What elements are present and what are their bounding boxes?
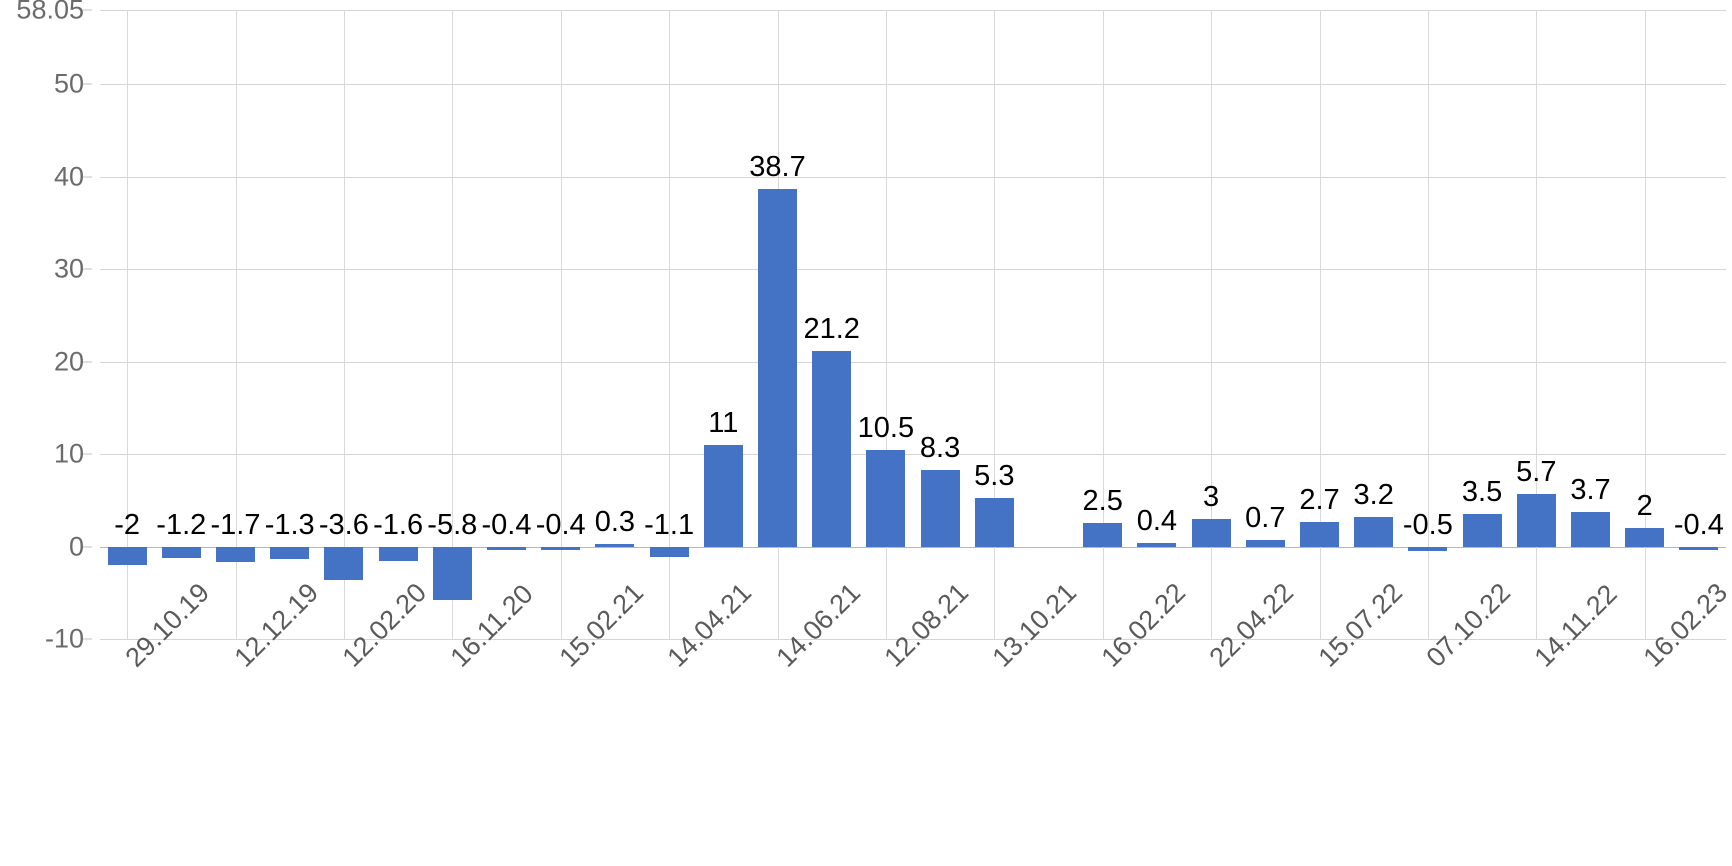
bar-value-label: 0.4 <box>1136 504 1178 537</box>
bar[interactable] <box>215 546 255 563</box>
gridline-horizontal <box>100 269 1726 271</box>
bar[interactable] <box>1462 514 1502 547</box>
gridline-vertical <box>560 10 562 639</box>
gridline-vertical <box>235 10 237 639</box>
bar[interactable] <box>378 546 418 562</box>
bar[interactable] <box>270 546 310 559</box>
gridline-horizontal <box>100 639 1726 640</box>
bar[interactable] <box>1299 521 1339 547</box>
bar-value-label: 2.5 <box>1082 485 1123 518</box>
bar[interactable] <box>812 350 852 547</box>
bar-value-label: -0.4 <box>481 508 532 541</box>
bar-value-label: 10.5 <box>857 411 915 444</box>
y-axis-tick-label: 0 <box>68 531 84 562</box>
y-axis-tick-mark <box>83 9 92 11</box>
gridline-horizontal <box>100 10 1726 11</box>
bar[interactable] <box>1245 540 1285 547</box>
bar[interactable] <box>1408 546 1448 552</box>
y-axis-tick-label: 50 <box>53 68 84 99</box>
bar-value-label: -0.5 <box>1402 508 1453 541</box>
bar-value-label: -1.2 <box>156 508 207 541</box>
bar[interactable] <box>757 188 797 547</box>
bar-value-label: -0.4 <box>535 508 586 541</box>
bar-value-label: 8.3 <box>919 431 961 464</box>
gridline-vertical <box>885 10 887 639</box>
y-axis-tick-label: -10 <box>44 623 84 654</box>
bar[interactable] <box>920 469 960 547</box>
bar[interactable] <box>595 543 635 547</box>
bar[interactable] <box>974 497 1014 547</box>
gridline-vertical <box>343 10 345 639</box>
gridline-vertical <box>994 10 996 639</box>
bar[interactable] <box>1516 493 1556 547</box>
y-axis-tick-mark <box>83 361 92 363</box>
bar[interactable] <box>432 546 472 601</box>
gridline-vertical <box>1536 10 1538 639</box>
bar[interactable] <box>107 546 147 566</box>
bar-value-label: 5.7 <box>1516 455 1557 488</box>
bar-value-label: 3 <box>1203 480 1220 513</box>
gridline-vertical <box>127 10 129 639</box>
y-axis-tick-label: 10 <box>53 438 84 469</box>
gridline-horizontal <box>100 176 1726 178</box>
gridline-horizontal <box>100 454 1726 456</box>
bar-value-label: -0.4 <box>1673 508 1724 541</box>
bar[interactable] <box>866 449 906 547</box>
bar[interactable] <box>703 444 743 547</box>
y-axis-tick-mark <box>83 638 92 640</box>
bar[interactable] <box>1570 512 1610 547</box>
bar-value-label: -2 <box>114 508 140 541</box>
gridline-horizontal <box>100 361 1726 363</box>
bar-value-label: 3.5 <box>1461 476 1503 509</box>
bar-value-label: 11 <box>708 406 739 439</box>
bar-value-label: 5.3 <box>974 459 1015 492</box>
gridline-vertical <box>669 10 671 639</box>
y-axis-tick-mark <box>83 83 92 85</box>
gridline-vertical <box>1644 10 1646 639</box>
bar[interactable] <box>541 546 581 551</box>
gridline-vertical <box>1427 10 1429 639</box>
bar-value-label: -3.6 <box>318 508 369 541</box>
bar-value-label: -1.7 <box>210 508 261 541</box>
bar-value-label: -1.6 <box>373 508 424 541</box>
y-axis-tick-mark <box>83 546 92 548</box>
y-axis-tick-mark <box>83 453 92 455</box>
gridline-horizontal <box>100 84 1726 86</box>
gridline-horizontal <box>100 546 1726 548</box>
gridline-vertical <box>452 10 454 639</box>
bar[interactable] <box>649 546 689 557</box>
bar[interactable] <box>324 546 364 580</box>
bar[interactable] <box>486 546 526 551</box>
bar-value-label: 0.7 <box>1245 502 1286 535</box>
bar-value-label: -1.1 <box>644 508 695 541</box>
y-axis-tick-mark <box>83 176 92 178</box>
bar[interactable] <box>1137 542 1177 547</box>
gridline-vertical <box>1102 10 1104 639</box>
gridline-vertical <box>1319 10 1321 639</box>
y-axis-tick-label: 58.05 <box>16 0 84 25</box>
bar[interactable] <box>1191 518 1231 547</box>
bar-value-label: -1.3 <box>264 508 315 541</box>
bar-value-label: 3.2 <box>1353 478 1394 511</box>
bar-value-label: 3.7 <box>1570 474 1611 507</box>
y-axis-tick-label: 40 <box>53 161 84 192</box>
bar[interactable] <box>1083 523 1123 547</box>
bar-value-label: 38.7 <box>749 150 806 183</box>
bar-value-label: 2 <box>1636 490 1653 523</box>
y-axis-tick-label: 20 <box>53 346 84 377</box>
y-axis-tick-mark <box>83 268 92 270</box>
plot-area: -2 -1.2 -1.7 -1.3 -3.6 -1.6 -5.8 -0.4 -0.4 0.3 -1.… <box>100 10 1726 640</box>
y-axis-tick-label: 30 <box>53 253 84 284</box>
bar[interactable] <box>1679 546 1719 551</box>
bar-value-label: 2.7 <box>1299 483 1340 516</box>
bar-value-label: 21.2 <box>803 312 860 345</box>
bar[interactable] <box>161 546 201 558</box>
bar-value-label: -5.8 <box>427 508 478 541</box>
gridline-vertical <box>1211 10 1213 639</box>
y-axis: -10 0 10 20 30 40 50 58.05 <box>0 0 92 866</box>
bar[interactable] <box>1625 528 1665 547</box>
bar-value-label: 0.3 <box>594 505 636 538</box>
bar[interactable] <box>1354 516 1394 547</box>
